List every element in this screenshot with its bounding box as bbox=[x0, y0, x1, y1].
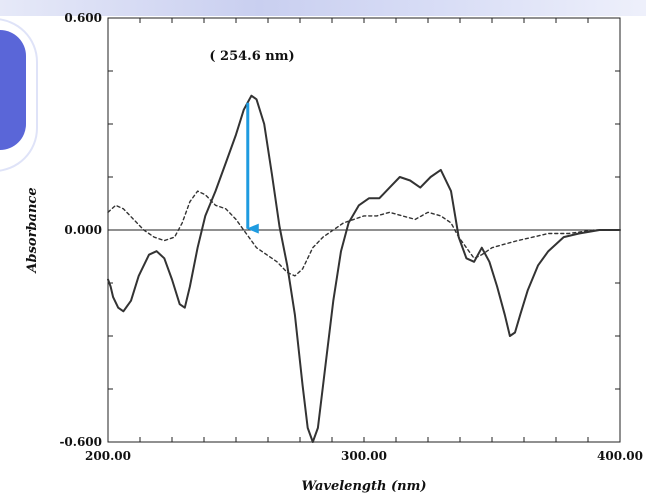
y-tick-label: 0.600 bbox=[64, 11, 102, 25]
background-blob bbox=[0, 30, 26, 150]
series-line-dashed bbox=[107, 190, 621, 277]
x-tick-label: 400.00 bbox=[597, 449, 643, 463]
background-band bbox=[0, 0, 646, 16]
annotation-group: ( 254.6 nm) bbox=[209, 49, 295, 234]
x-tick-label: 200.00 bbox=[85, 449, 131, 463]
y-tick-label: -0.600 bbox=[59, 435, 102, 449]
x-axis-title: Wavelength (nm) bbox=[302, 479, 427, 494]
y-tick-label: 0.000 bbox=[64, 223, 102, 237]
axes-group bbox=[107, 17, 621, 443]
ticks-group bbox=[107, 17, 621, 443]
tick-labels-group: 200.00 300.00 400.00 0.600 0.000 -0.600 bbox=[59, 11, 643, 463]
peak-annotation: ( 254.6 nm) bbox=[209, 49, 294, 64]
series-group bbox=[107, 94, 621, 443]
y-axis-title: Absorbance bbox=[25, 187, 40, 274]
series-line-solid bbox=[107, 94, 621, 443]
x-tick-label: 300.00 bbox=[341, 449, 387, 463]
